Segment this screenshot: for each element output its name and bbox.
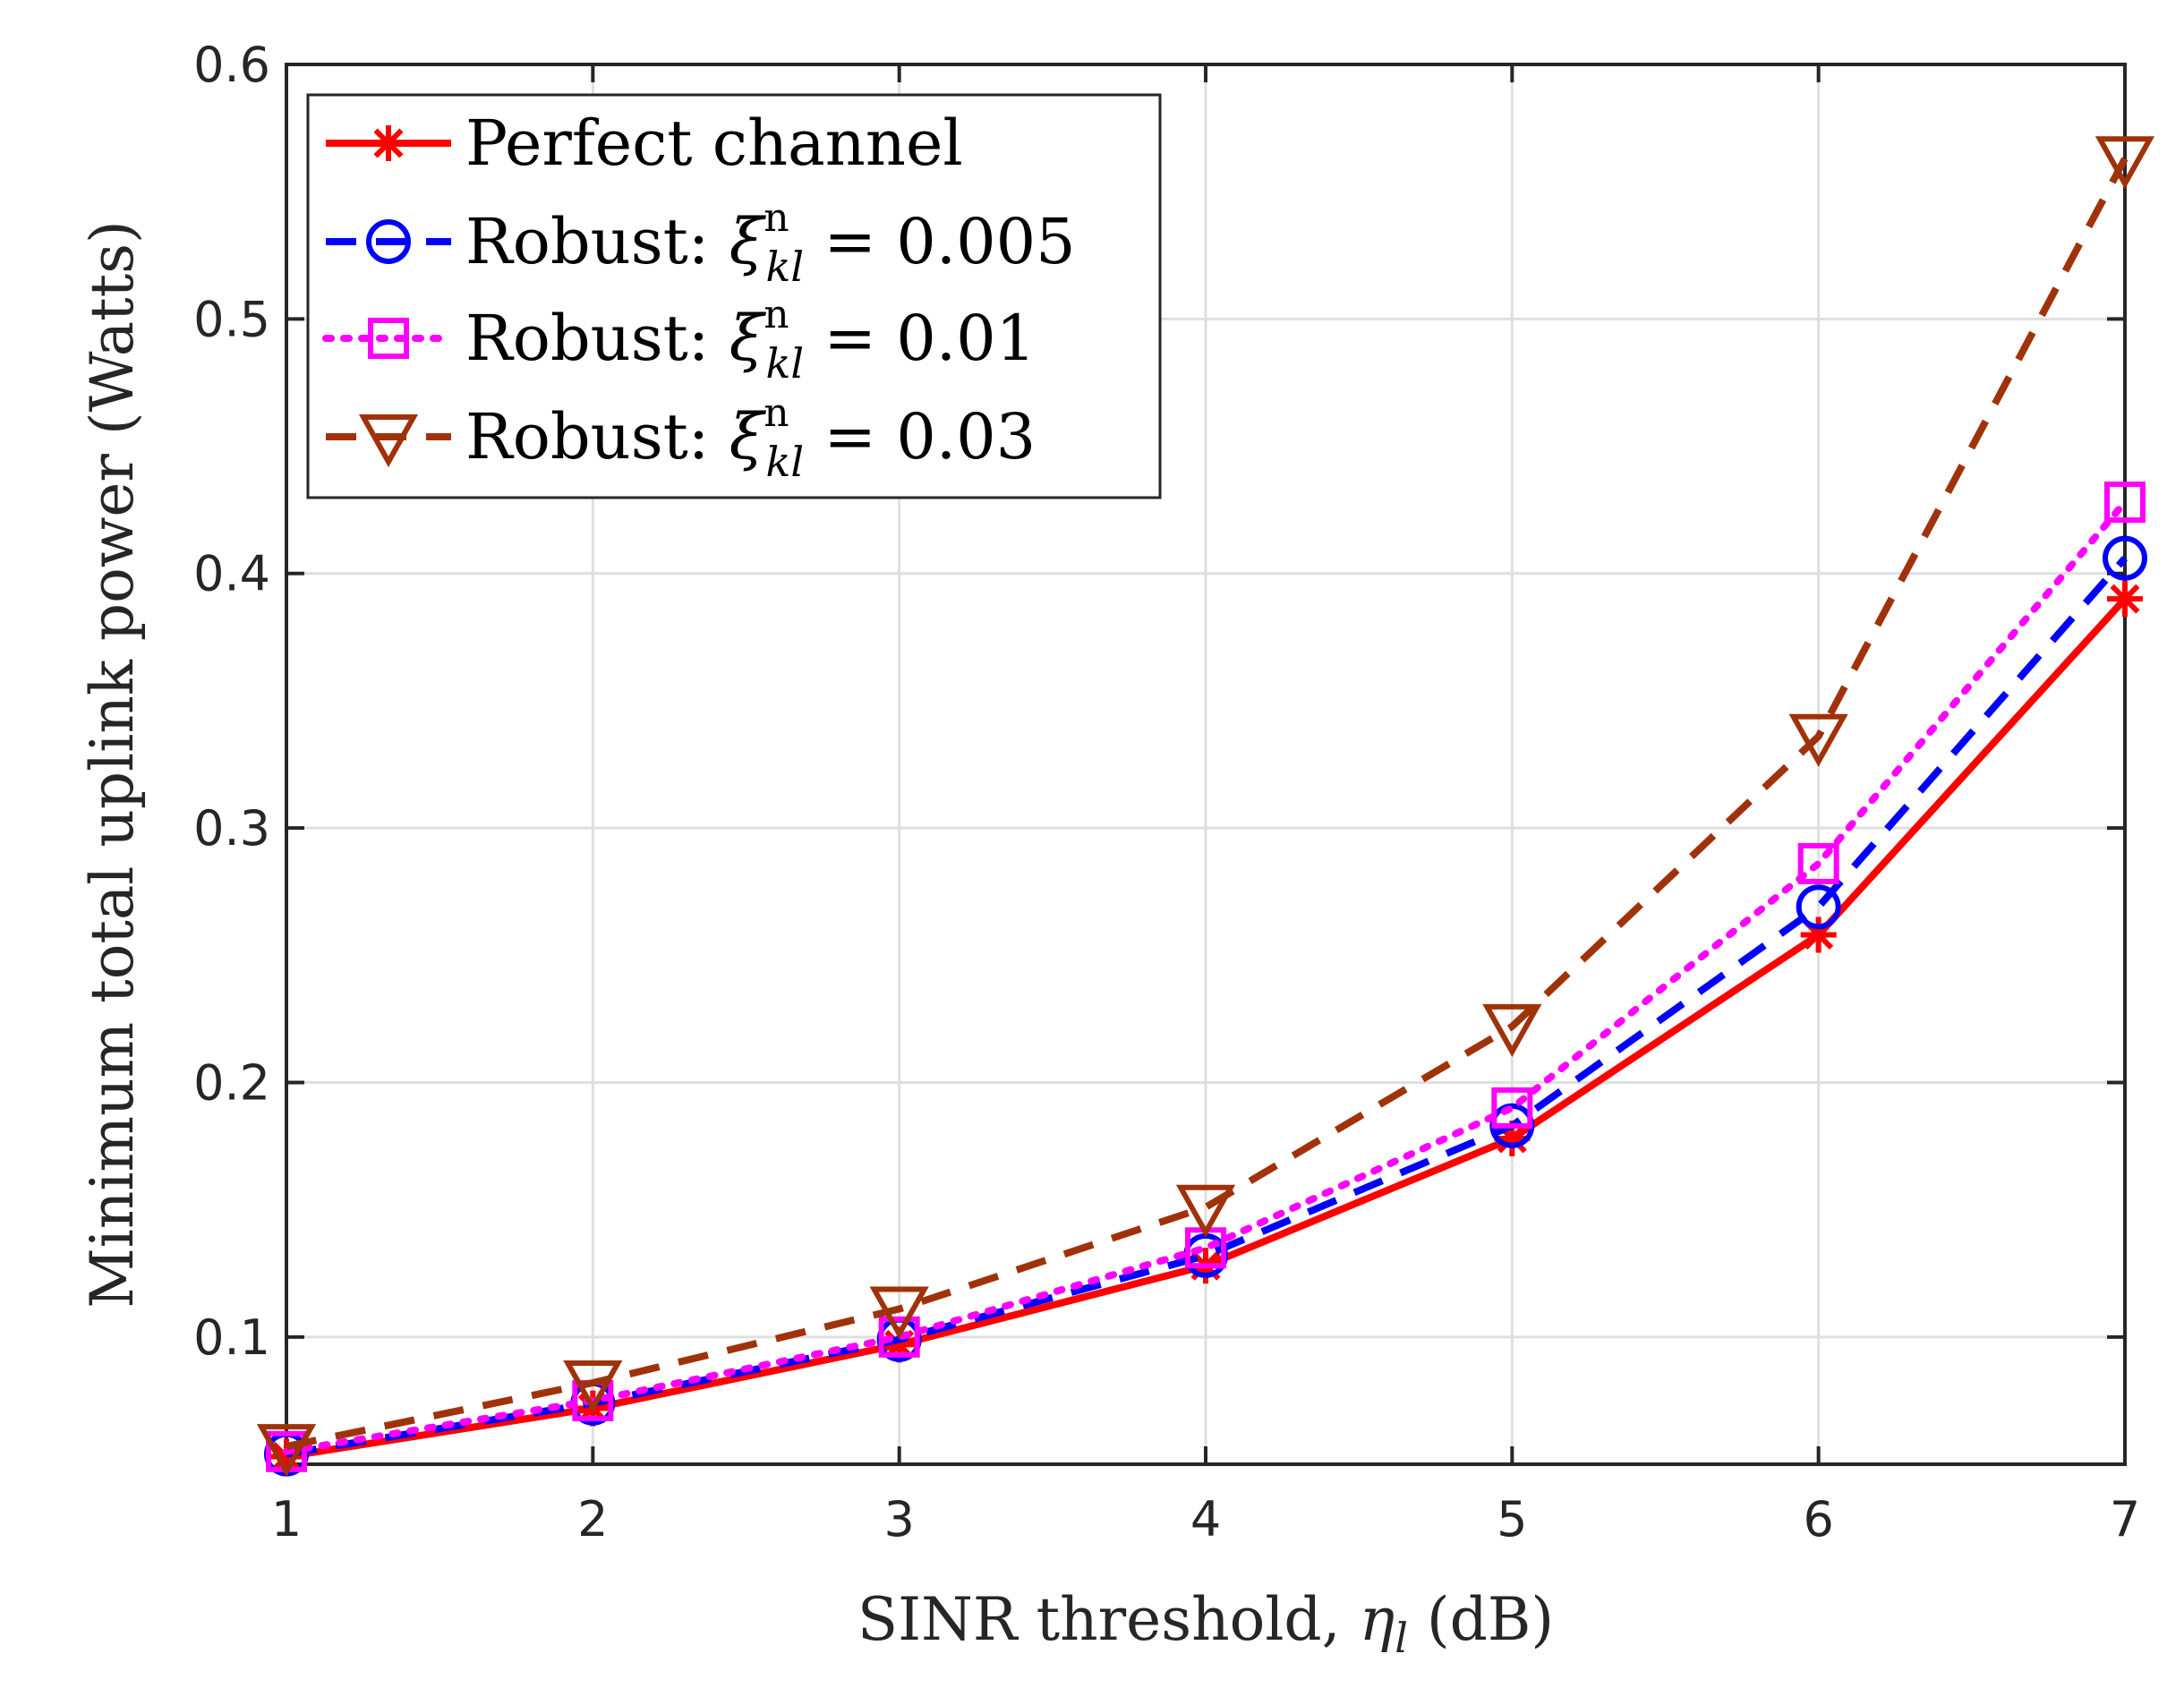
legend-item: Robust: ξn kl = 0.005 — [326, 195, 1076, 291]
x-tick-label: 6 — [1803, 1491, 1833, 1547]
legend-marker — [358, 414, 419, 468]
x-axis-title-unit: (dB) — [1408, 1585, 1554, 1654]
legend-label: Perfect channel — [465, 107, 963, 180]
data-point — [1796, 884, 1841, 930]
legend-label-prefix: Robust: — [465, 205, 729, 278]
legend-label-superscript: n — [764, 292, 789, 337]
x-axis-title: SINR threshold, ηl (dB) — [857, 1585, 1554, 1662]
legend-box — [306, 93, 1162, 499]
legend-label-symbol: ξ — [729, 400, 767, 473]
y-tick-label: 0.2 — [193, 1054, 270, 1111]
legend-item: Robust: ξn kl = 0.01 — [322, 292, 1036, 388]
legend-label-value: = 0.01 — [804, 302, 1036, 375]
legend-label-value: = 0.03 — [804, 400, 1036, 473]
legend-label: Robust: ξn kl = 0.03 — [465, 390, 1036, 486]
y-tick-label: 0.1 — [193, 1309, 270, 1366]
axis-ticks: 1 2 3 4 5 6 7 0.1 0.2 0.3 0.4 0.5 0.6 — [193, 37, 2140, 1547]
legend-label: Robust: ξn kl = 0.005 — [465, 195, 1076, 291]
data-point — [1788, 713, 1848, 767]
legend-label-prefix: Robust: — [465, 400, 729, 473]
legend-label-value: = 0.005 — [804, 205, 1076, 278]
x-axis-title-symbol: η — [1360, 1585, 1395, 1654]
legend-label-symbol: ξ — [729, 302, 767, 375]
data-point — [1797, 842, 1839, 884]
legend-marker — [368, 318, 409, 359]
series-line — [283, 499, 2129, 1455]
data-point — [1175, 1184, 1236, 1238]
legend-label: Robust: ξn kl = 0.01 — [465, 292, 1036, 388]
data-point — [2104, 482, 2146, 524]
data-point — [1482, 1003, 1542, 1058]
series-layer — [256, 136, 2155, 1478]
y-tick-label: 0.3 — [193, 800, 270, 857]
y-tick-label: 0.5 — [193, 291, 270, 347]
legend-item: Robust: ξn kl = 0.03 — [326, 390, 1036, 486]
legend-marker — [366, 219, 411, 264]
x-tick-label: 5 — [1497, 1491, 1527, 1547]
data-point — [869, 1286, 929, 1340]
data-point — [2107, 581, 2143, 618]
y-axis-title: Minimum total uplink power (Watts) — [78, 220, 147, 1309]
x-tick-label: 3 — [883, 1491, 914, 1547]
legend-label-prefix: Perfect channel — [465, 107, 963, 180]
data-point — [256, 1424, 317, 1478]
data-point — [563, 1360, 623, 1414]
x-tick-label: 2 — [577, 1491, 608, 1547]
x-axis-title-subscript: l — [1395, 1614, 1408, 1662]
legend-label-subscript: kl — [766, 339, 805, 388]
y-tick-label: 0.4 — [193, 546, 270, 602]
data-point — [2103, 535, 2147, 581]
legend-label-subscript: kl — [766, 243, 805, 291]
x-tick-label: 4 — [1190, 1491, 1221, 1547]
data-point — [1491, 1087, 1533, 1129]
legend-label-subscript: kl — [766, 438, 805, 486]
data-point — [878, 1316, 920, 1358]
series-4 — [256, 136, 2155, 1478]
legend-label-superscript: n — [764, 195, 789, 241]
y-tick-label: 0.6 — [193, 37, 270, 93]
legend-label-symbol: ξ — [729, 205, 767, 278]
legend-item: Perfect channel — [326, 107, 963, 180]
x-tick-label: 7 — [2110, 1491, 2140, 1547]
legend-label-superscript: n — [764, 390, 789, 436]
data-point — [2094, 136, 2155, 190]
x-tick-label: 1 — [271, 1491, 302, 1547]
legend-label-prefix: Robust: — [465, 302, 729, 375]
series-line — [286, 157, 2129, 1451]
x-axis-title-text: SINR threshold, — [857, 1585, 1360, 1654]
legend-marker — [371, 125, 406, 161]
